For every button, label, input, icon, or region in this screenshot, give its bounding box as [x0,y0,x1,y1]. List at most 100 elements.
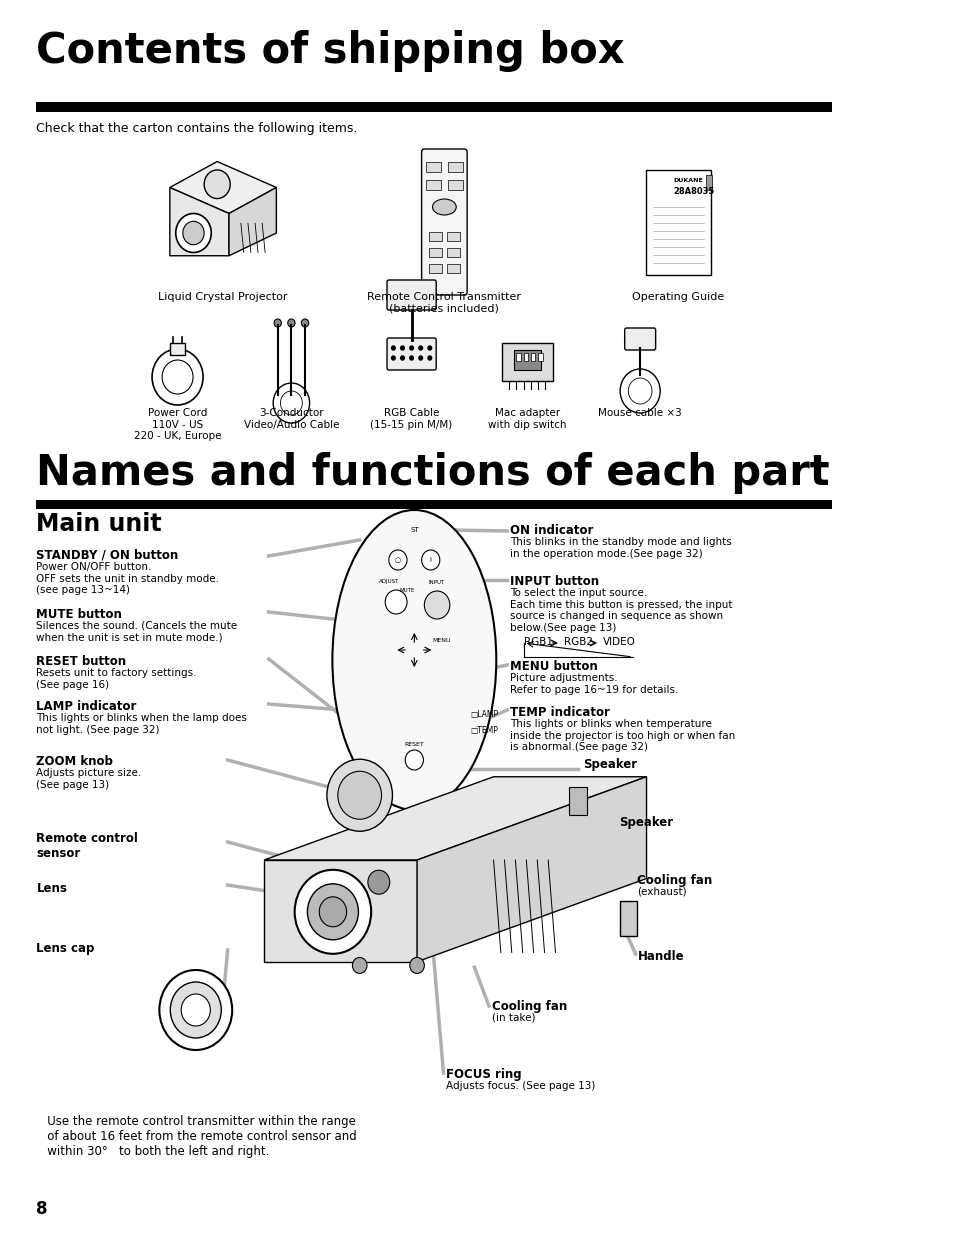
Text: Resets unit to factory settings.
(See page 16): Resets unit to factory settings. (See pa… [36,668,196,689]
Polygon shape [170,188,229,256]
Text: TEMP indicator: TEMP indicator [510,706,609,719]
Circle shape [391,356,395,359]
Text: (exhaust): (exhaust) [637,887,686,897]
Circle shape [307,884,358,940]
Text: Remote Control Transmitter
(batteries included): Remote Control Transmitter (batteries in… [367,291,521,314]
Circle shape [294,869,371,953]
Text: This blinks in the standby mode and lights
in the operation mode.(See page 32): This blinks in the standby mode and ligh… [510,537,731,558]
Circle shape [400,356,404,359]
Bar [501,343,552,382]
Text: □TEMP: □TEMP [470,725,498,735]
Text: Speaker: Speaker [618,816,673,829]
Text: MENU: MENU [432,637,451,642]
Text: Picture adjustments.
Refer to page 16~19 for details.: Picture adjustments. Refer to page 16~19… [510,673,678,694]
Polygon shape [229,188,276,256]
Circle shape [327,760,392,831]
Circle shape [418,346,422,350]
Circle shape [319,897,346,926]
Text: within 30°   to both the left and right.: within 30° to both the left and right. [36,1145,270,1158]
Text: Handle: Handle [637,950,683,963]
Text: Mac adapter
with dip switch: Mac adapter with dip switch [488,408,566,430]
Text: This lights or blinks when the lamp does
not light. (See page 32): This lights or blinks when the lamp does… [36,713,247,735]
Bar [447,264,459,273]
Bar [429,264,441,273]
FancyBboxPatch shape [387,338,436,370]
Text: Power ON/OFF button.
OFF sets the unit in standby mode.
(see page 13~14): Power ON/OFF button. OFF sets the unit i… [36,562,219,595]
Circle shape [405,750,423,769]
Circle shape [280,391,302,415]
Text: MENU button: MENU button [510,659,598,673]
Polygon shape [264,777,646,860]
Ellipse shape [332,510,496,810]
Text: STANDBY / ON button: STANDBY / ON button [36,550,178,562]
Bar [426,180,440,190]
Text: Lens: Lens [36,882,68,895]
Text: □LAMP: □LAMP [470,710,498,720]
Text: RGB Cable
(15-15 pin M/M): RGB Cable (15-15 pin M/M) [370,408,453,430]
Circle shape [352,957,367,973]
Bar [426,162,440,172]
Bar [170,343,185,354]
Text: Mouse cable ×3: Mouse cable ×3 [598,408,681,417]
Circle shape [619,369,659,412]
Circle shape [428,356,431,359]
Text: Contents of shipping box: Contents of shipping box [36,30,624,72]
Bar [429,248,441,257]
Bar [619,900,636,935]
Bar [429,232,441,241]
Text: Main unit: Main unit [36,513,162,536]
Text: FOCUS ring: FOCUS ring [446,1068,521,1081]
Text: VIDEO: VIDEO [602,637,635,647]
Circle shape [400,346,404,350]
Circle shape [337,771,381,819]
Text: RGB2: RGB2 [563,637,592,647]
Circle shape [288,319,294,327]
Polygon shape [264,860,416,962]
Circle shape [410,957,424,973]
Circle shape [628,378,651,404]
Polygon shape [416,777,646,962]
Bar [448,180,462,190]
Circle shape [162,359,193,394]
Text: Adjusts picture size.
(See page 13): Adjusts picture size. (See page 13) [36,768,142,789]
Circle shape [273,383,310,424]
Circle shape [418,356,422,359]
Text: Cooling fan: Cooling fan [637,874,712,887]
Bar [705,174,711,189]
Circle shape [389,550,407,571]
FancyBboxPatch shape [624,329,655,350]
Text: I: I [429,557,432,563]
Text: INPUT: INPUT [429,579,445,584]
Ellipse shape [432,199,456,215]
Text: Speaker: Speaker [582,758,637,771]
Circle shape [428,346,431,350]
Text: Adjusts focus. (See page 13): Adjusts focus. (See page 13) [446,1081,595,1091]
Circle shape [301,319,309,327]
Text: Use the remote control transmitter within the range: Use the remote control transmitter withi… [36,1115,355,1128]
Bar [523,353,528,361]
Circle shape [410,346,413,350]
Circle shape [181,994,210,1026]
Text: 8: 8 [36,1200,48,1218]
Text: 28A8035: 28A8035 [673,188,715,196]
Text: RGB1: RGB1 [523,637,552,647]
Circle shape [274,319,281,327]
Bar [516,353,520,361]
Text: INPUT button: INPUT button [510,576,598,588]
Bar [447,248,459,257]
Text: Check that the carton contains the following items.: Check that the carton contains the follo… [36,122,357,135]
Text: MUTE: MUTE [399,588,415,593]
Bar [513,350,540,370]
Text: RESET: RESET [404,742,424,747]
Text: Names and functions of each part: Names and functions of each part [36,452,829,494]
Bar [36,103,831,112]
Text: ON indicator: ON indicator [510,524,593,537]
Text: MUTE button: MUTE button [36,608,122,621]
Text: ○: ○ [395,557,400,563]
Circle shape [152,350,203,405]
FancyBboxPatch shape [421,149,467,295]
Text: 3-Conductor
Video/Audio Cable: 3-Conductor Video/Audio Cable [243,408,338,430]
Circle shape [368,871,390,894]
Text: Liquid Crystal Projector: Liquid Crystal Projector [158,291,288,303]
Text: This lights or blinks when temperature
inside the projector is too high or when : This lights or blinks when temperature i… [510,719,735,752]
